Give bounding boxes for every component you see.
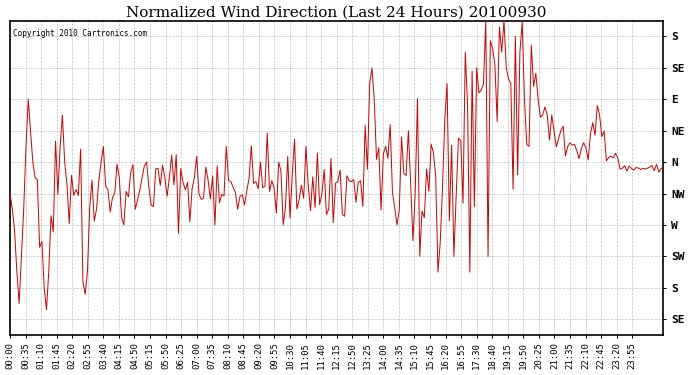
Title: Normalized Wind Direction (Last 24 Hours) 20100930: Normalized Wind Direction (Last 24 Hours… [126,6,547,20]
Text: Copyright 2010 Cartronics.com: Copyright 2010 Cartronics.com [13,28,148,38]
